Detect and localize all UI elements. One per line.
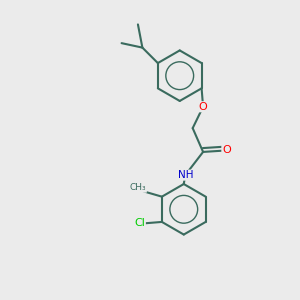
Text: O: O xyxy=(222,146,231,155)
Text: NH: NH xyxy=(178,170,193,180)
Text: CH₃: CH₃ xyxy=(130,183,146,192)
Text: Cl: Cl xyxy=(134,218,145,228)
Text: O: O xyxy=(199,102,208,112)
